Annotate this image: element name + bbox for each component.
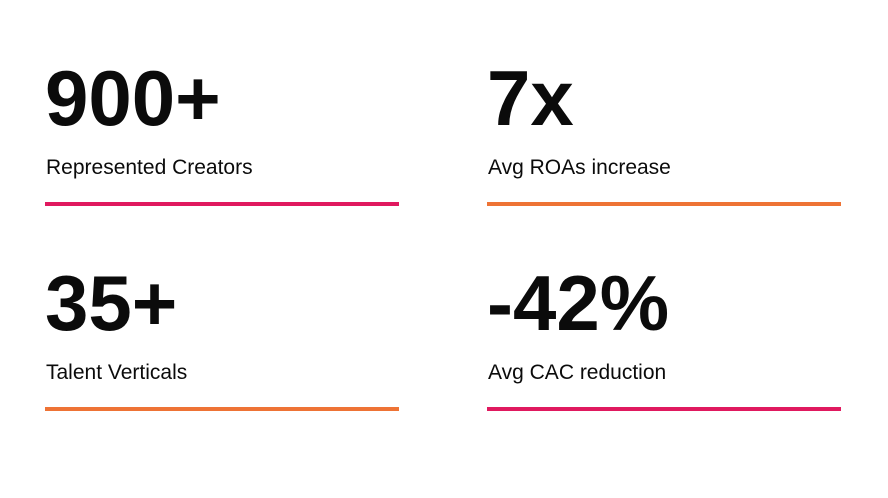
stat-value: 900+	[45, 54, 221, 142]
stat-value: -42%	[487, 259, 670, 347]
stat-accent-line	[45, 407, 399, 411]
stat-accent-line	[45, 202, 399, 206]
stat-accent-line	[487, 202, 841, 206]
stat-accent-line	[487, 407, 841, 411]
stat-value: 35+	[45, 259, 178, 347]
stat-label: Represented Creators	[46, 156, 253, 179]
stat-label: Avg ROAs increase	[488, 156, 671, 179]
stat-label: Talent Verticals	[46, 361, 188, 384]
stat-label: Avg CAC reduction	[488, 361, 667, 384]
stat-value: 7x	[487, 54, 574, 142]
